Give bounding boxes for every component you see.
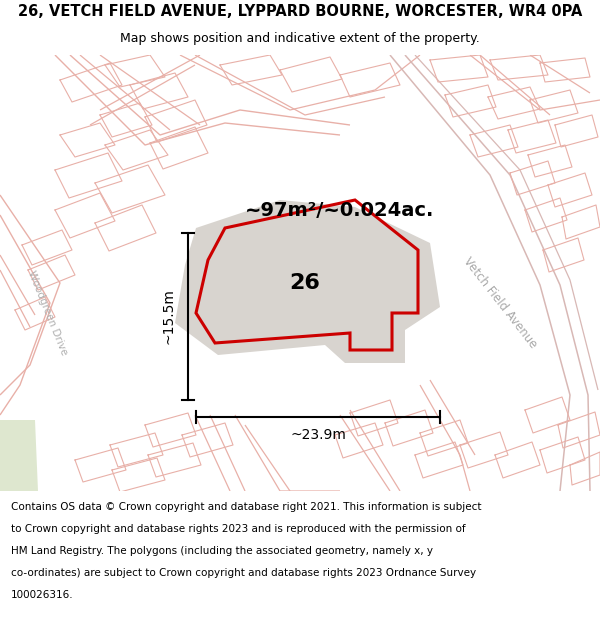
Text: Contains OS data © Crown copyright and database right 2021. This information is : Contains OS data © Crown copyright and d…	[11, 502, 481, 512]
Text: Vetch Field Avenue: Vetch Field Avenue	[461, 255, 539, 351]
Polygon shape	[175, 200, 440, 363]
Text: 26: 26	[290, 273, 320, 293]
Text: 100026316.: 100026316.	[11, 590, 73, 600]
Text: Map shows position and indicative extent of the property.: Map shows position and indicative extent…	[120, 32, 480, 46]
Text: ~15.5m: ~15.5m	[161, 289, 175, 344]
Text: Woodgreen Drive: Woodgreen Drive	[26, 269, 70, 357]
Text: HM Land Registry. The polygons (including the associated geometry, namely x, y: HM Land Registry. The polygons (includin…	[11, 546, 433, 556]
Polygon shape	[0, 420, 38, 491]
Text: co-ordinates) are subject to Crown copyright and database rights 2023 Ordnance S: co-ordinates) are subject to Crown copyr…	[11, 568, 476, 578]
Text: to Crown copyright and database rights 2023 and is reproduced with the permissio: to Crown copyright and database rights 2…	[11, 524, 466, 534]
Text: ~97m²/~0.024ac.: ~97m²/~0.024ac.	[245, 201, 434, 219]
Text: 26, VETCH FIELD AVENUE, LYPPARD BOURNE, WORCESTER, WR4 0PA: 26, VETCH FIELD AVENUE, LYPPARD BOURNE, …	[18, 4, 582, 19]
Text: ~23.9m: ~23.9m	[290, 428, 346, 442]
